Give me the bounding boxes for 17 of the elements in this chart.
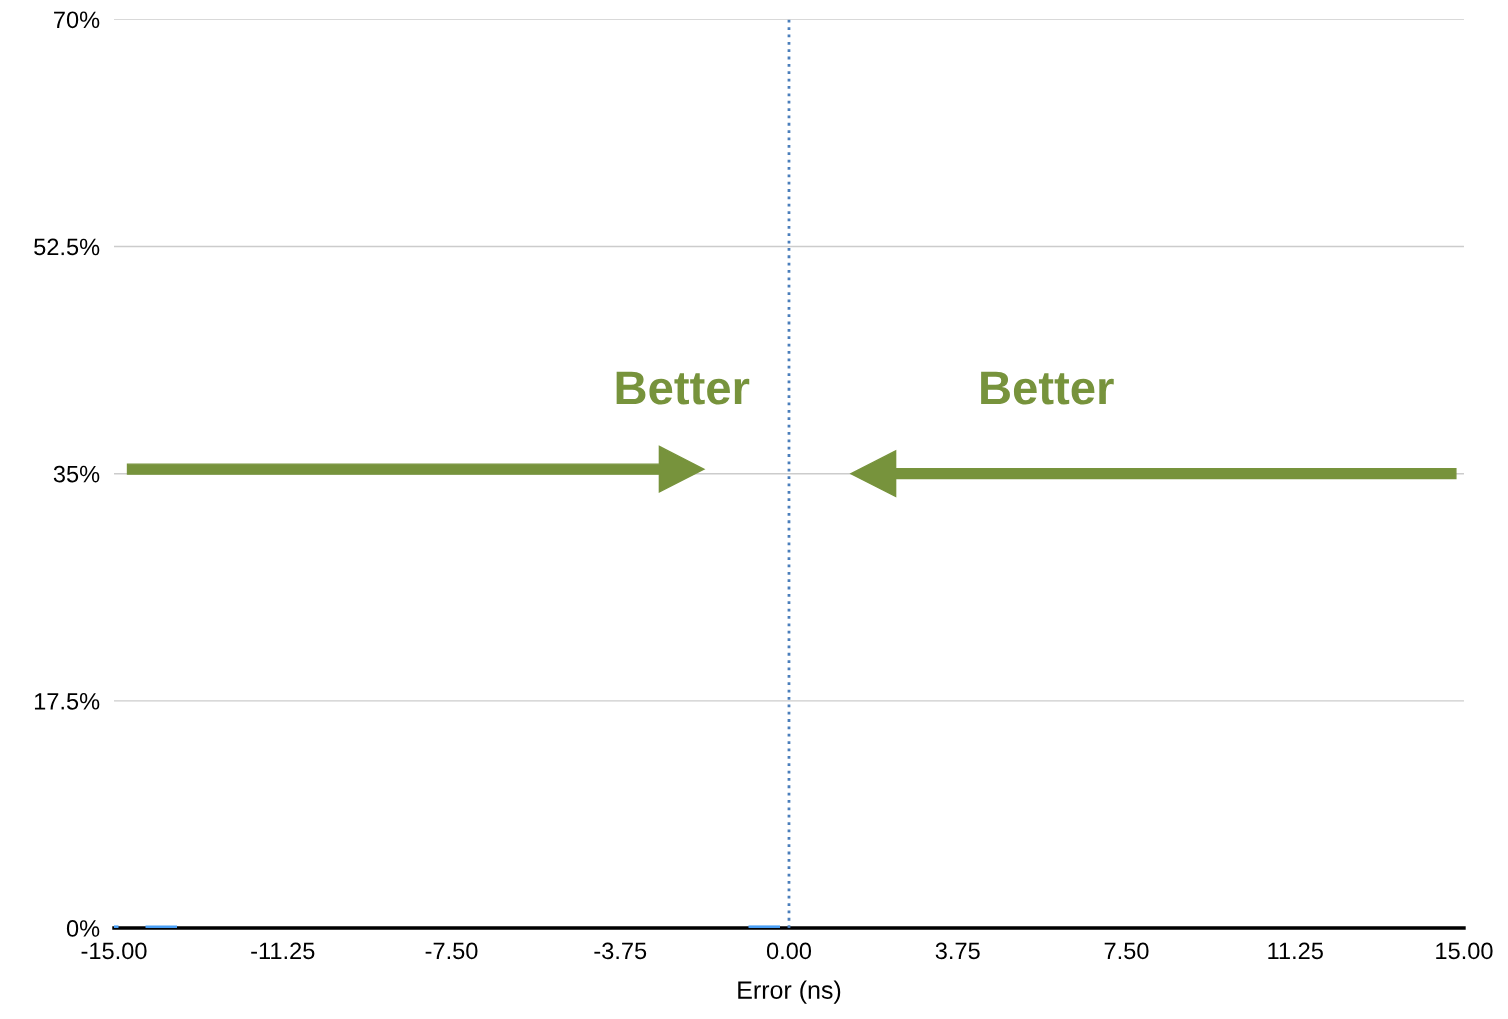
x-axis-title: Error (ns)	[738, 980, 841, 1004]
x-tick-label: 15.00	[1436, 942, 1493, 960]
x-tick-label: -15.00	[81, 942, 147, 960]
x-tick-label: -3.75	[594, 942, 647, 960]
x-tick-label: -11.25	[251, 942, 315, 960]
y-tick-label: 70%	[54, 11, 100, 29]
y-tick-label: 0%	[66, 920, 100, 937]
annotation: Better	[616, 371, 750, 405]
x-tick-label: 3.75	[935, 942, 980, 960]
x-tick-label: -7.50	[425, 942, 478, 960]
y-tick-label: 35%	[53, 465, 100, 483]
y-tick-label: 52.5%	[34, 238, 100, 256]
x-tick-label: 7.50	[1104, 942, 1149, 960]
x-tick-label: 0.00	[766, 942, 812, 960]
x-tick-label: 11.25	[1268, 942, 1323, 960]
y-tick-label: 17.5%	[34, 693, 100, 710]
annotation: Better	[981, 371, 1114, 405]
